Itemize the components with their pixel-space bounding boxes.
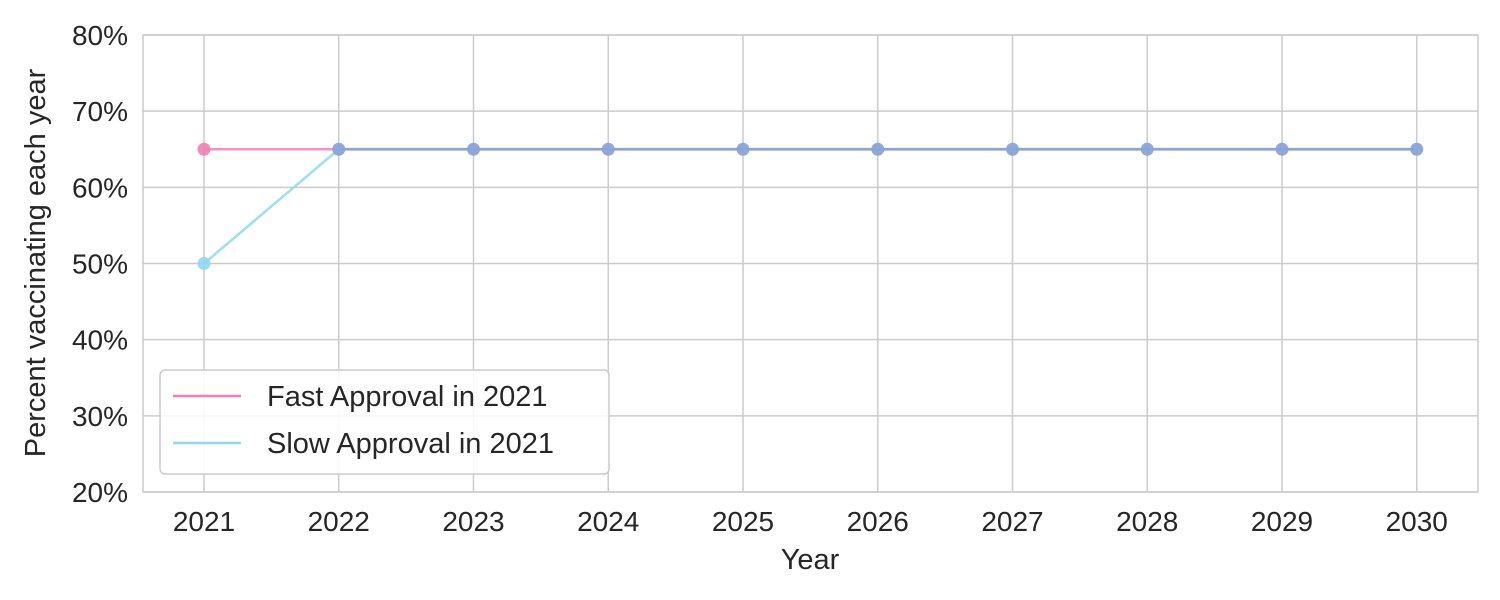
legend-label-slow-approval: Slow Approval in 2021 <box>267 428 554 460</box>
y-tick-label: 60% <box>72 172 128 203</box>
y-tick-label: 70% <box>72 96 128 127</box>
data-point-slow-approval <box>197 257 211 270</box>
x-tick-label: 2030 <box>1386 506 1448 537</box>
legend-box <box>159 369 610 475</box>
x-tick-label: 2021 <box>173 506 235 537</box>
x-axis-label: Year <box>781 544 840 576</box>
x-tick-label: 2024 <box>577 506 639 537</box>
x-tick-label: 2028 <box>1116 506 1178 537</box>
x-tick-label: 2023 <box>442 506 504 537</box>
x-tick-label: 2025 <box>712 506 774 537</box>
series-lines <box>203 147 1417 265</box>
x-tick-label: 2026 <box>847 506 909 537</box>
tick-labels: 20% 30% 40% 50% 60% 70% 80% 2021 2022 2023 2024 202… <box>72 20 1448 537</box>
x-tick-label: 2022 <box>308 506 370 537</box>
data-point-overlap <box>467 142 480 156</box>
y-tick-label: 20% <box>72 477 128 508</box>
data-point-overlap <box>1140 142 1154 156</box>
legend: Fast Approval in 2021 Slow Approval in 20… <box>159 369 610 475</box>
x-tick-label: 2027 <box>981 506 1043 537</box>
data-point-overlap <box>1006 142 1019 156</box>
y-tick-label: 30% <box>72 401 128 432</box>
plot-frame <box>142 34 1479 493</box>
y-tick-label: 40% <box>72 325 128 356</box>
series-markers <box>197 142 1424 270</box>
y-axis-label: Percent vaccinating each year <box>20 68 52 457</box>
legend-label-fast-approval: Fast Approval in 2021 <box>267 381 548 413</box>
x-tick-label: 2029 <box>1251 506 1313 537</box>
data-point-fast-approval <box>197 142 211 156</box>
data-point-overlap <box>871 142 885 156</box>
y-tick-label: 80% <box>72 20 128 51</box>
data-point-overlap <box>332 142 346 156</box>
data-point-overlap <box>1410 142 1424 156</box>
data-point-overlap <box>736 142 750 156</box>
data-point-overlap <box>601 142 615 156</box>
data-point-overlap <box>1275 142 1289 156</box>
y-tick-label: 50% <box>72 249 128 280</box>
grid <box>143 34 1478 493</box>
series-line-slow-approval <box>203 147 1417 265</box>
